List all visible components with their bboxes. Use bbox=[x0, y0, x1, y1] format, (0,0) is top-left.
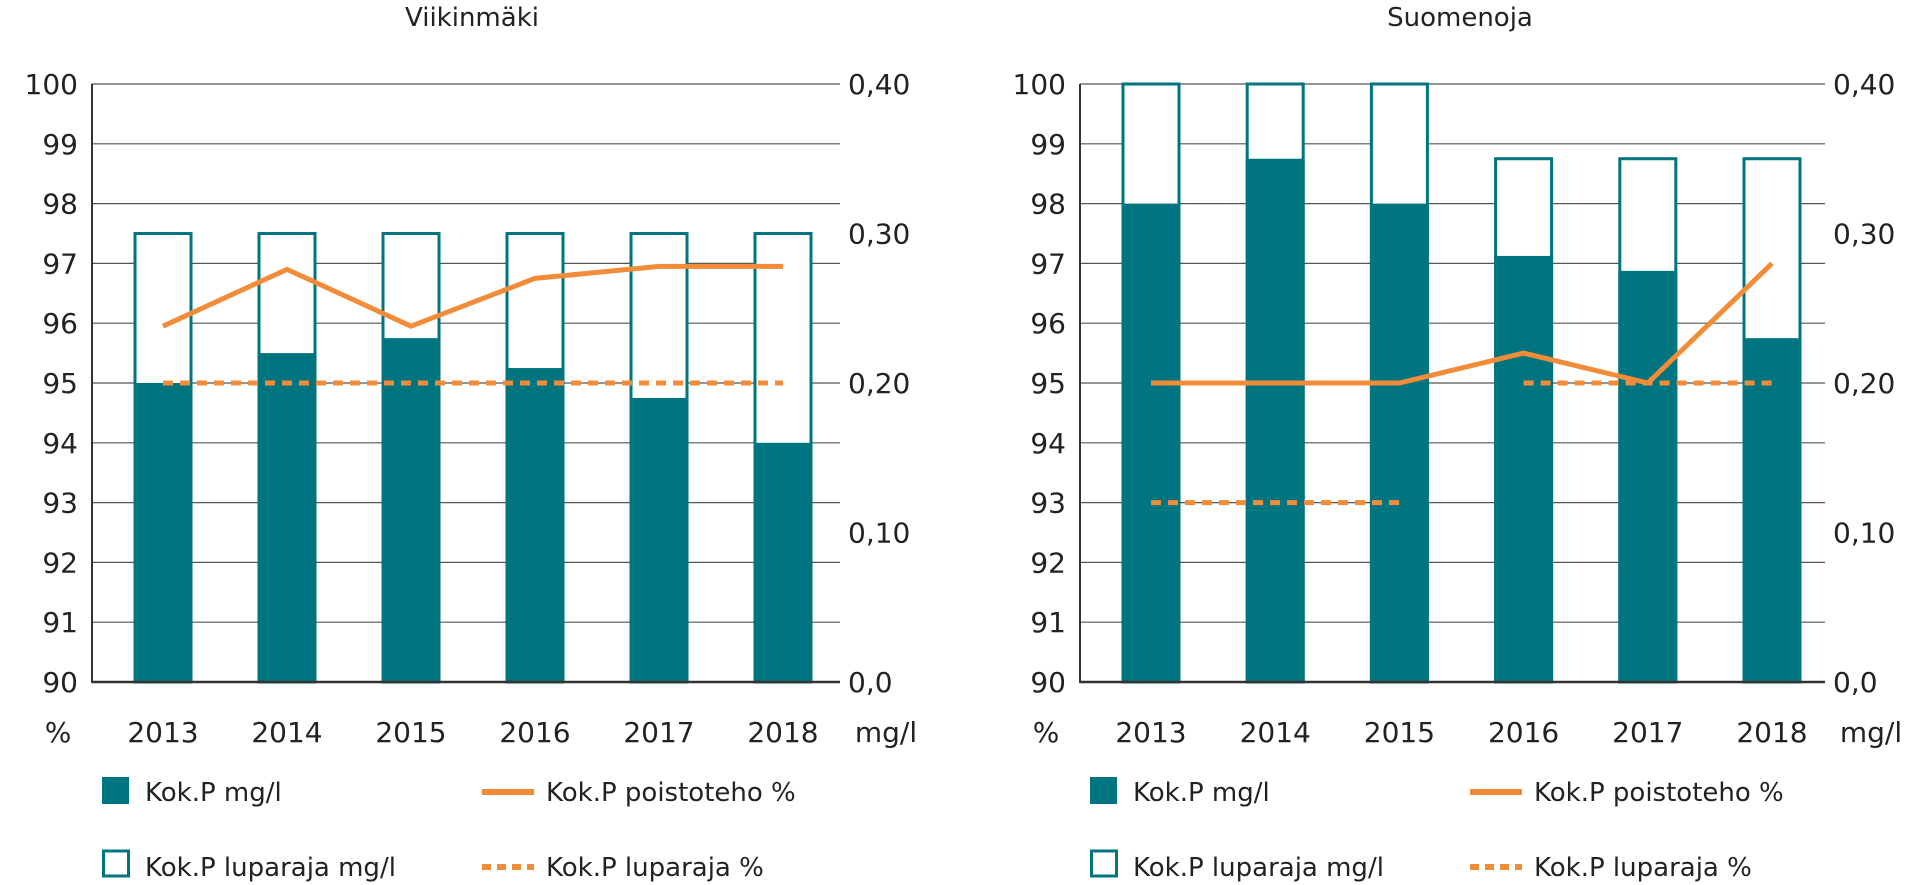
value-bar bbox=[629, 397, 689, 682]
y-right-tick-label: 0,10 bbox=[848, 517, 910, 550]
x-tick-label: 2013 bbox=[127, 716, 198, 749]
legend-swatch-bar bbox=[102, 777, 129, 804]
removal-efficiency-line bbox=[161, 263, 783, 329]
y-right-tick-label: 0,30 bbox=[848, 218, 910, 251]
y-left-tick-label: 96 bbox=[1030, 307, 1066, 340]
legend-label-dashed: Kok.P luparaja % bbox=[546, 853, 764, 883]
legend-label-dashed: Kok.P luparaja % bbox=[1534, 853, 1752, 883]
legend-label-bar: Kok.P mg/l bbox=[145, 778, 282, 808]
y-left-tick-label: 91 bbox=[42, 606, 78, 639]
y-right-tick-label: 0,0 bbox=[1833, 666, 1878, 699]
y-right-tick-label: 0,0 bbox=[848, 666, 893, 699]
chart-title: Suomenoja bbox=[1387, 3, 1533, 33]
value-bar bbox=[1369, 203, 1429, 682]
y-left-tick-label: 90 bbox=[42, 666, 78, 699]
y-left-tick-label: 91 bbox=[1030, 606, 1066, 639]
y-left-tick-label: 99 bbox=[42, 128, 78, 161]
legend-label-outline: Kok.P luparaja mg/l bbox=[1133, 853, 1384, 883]
y-right-tick-label: 0,40 bbox=[848, 68, 910, 101]
y-left-tick-label: 95 bbox=[42, 367, 78, 400]
y-left-tick-label: 97 bbox=[42, 247, 78, 280]
legend-label-bar: Kok.P mg/l bbox=[1133, 778, 1270, 808]
y-left-tick-label: 100 bbox=[1013, 68, 1066, 101]
x-tick-label: 2017 bbox=[1612, 716, 1683, 749]
y-left-tick-label: 97 bbox=[1030, 247, 1066, 280]
value-bar bbox=[1245, 158, 1305, 682]
y-left-tick-label: 100 bbox=[25, 68, 78, 101]
y-right-tick-label: 0,10 bbox=[1833, 517, 1895, 550]
y-left-tick-label: 92 bbox=[42, 546, 78, 579]
y-left-tick-label: 93 bbox=[42, 487, 78, 520]
x-tick-label: 2016 bbox=[499, 716, 570, 749]
legend-swatch-outline bbox=[102, 849, 130, 878]
value-bar bbox=[133, 383, 193, 682]
y-left-tick-label: 98 bbox=[1030, 188, 1066, 221]
y-right-tick-label: 0,20 bbox=[1833, 367, 1895, 400]
y-left-unit-label: % bbox=[1033, 716, 1060, 749]
y-right-tick-label: 0,20 bbox=[848, 367, 910, 400]
legend-label-line: Kok.P poistoteho % bbox=[1534, 778, 1784, 808]
value-bar bbox=[257, 353, 317, 682]
value-bar bbox=[1494, 255, 1554, 683]
y-left-unit-label: % bbox=[45, 716, 72, 749]
x-tick-label: 2018 bbox=[1736, 716, 1807, 749]
legend-swatch-bar bbox=[1090, 777, 1117, 804]
x-tick-label: 2015 bbox=[375, 716, 446, 749]
legend-label-line: Kok.P poistoteho % bbox=[546, 778, 796, 808]
y-right-unit-label: mg/l bbox=[855, 716, 917, 749]
x-tick-label: 2016 bbox=[1488, 716, 1559, 749]
y-left-tick-label: 98 bbox=[42, 188, 78, 221]
x-tick-label: 2015 bbox=[1364, 716, 1435, 749]
x-tick-label: 2014 bbox=[251, 716, 322, 749]
y-left-tick-label: 94 bbox=[42, 427, 78, 460]
y-left-tick-label: 99 bbox=[1030, 128, 1066, 161]
x-tick-label: 2014 bbox=[1240, 716, 1311, 749]
y-right-tick-label: 0,30 bbox=[1833, 218, 1895, 251]
y-left-tick-label: 94 bbox=[1030, 427, 1066, 460]
y-left-tick-label: 92 bbox=[1030, 546, 1066, 579]
value-bar bbox=[505, 368, 565, 682]
value-bar bbox=[753, 442, 813, 682]
legend-swatch-outline bbox=[1090, 849, 1118, 878]
value-bar bbox=[381, 338, 441, 682]
value-bar bbox=[1121, 203, 1181, 682]
value-bar bbox=[1618, 270, 1678, 682]
y-left-tick-label: 96 bbox=[42, 307, 78, 340]
y-right-unit-label: mg/l bbox=[1840, 716, 1902, 749]
y-left-tick-label: 95 bbox=[1030, 367, 1066, 400]
x-tick-label: 2017 bbox=[623, 716, 694, 749]
y-left-tick-label: 90 bbox=[1030, 666, 1066, 699]
chart-title: Viikinmäki bbox=[405, 3, 539, 33]
y-right-tick-label: 0,40 bbox=[1833, 68, 1895, 101]
y-left-tick-label: 93 bbox=[1030, 487, 1066, 520]
x-tick-label: 2018 bbox=[747, 716, 818, 749]
legend-label-outline: Kok.P luparaja mg/l bbox=[145, 853, 396, 883]
value-bar bbox=[1742, 338, 1802, 682]
removal-efficiency-line bbox=[1151, 261, 1774, 386]
x-tick-label: 2013 bbox=[1115, 716, 1186, 749]
